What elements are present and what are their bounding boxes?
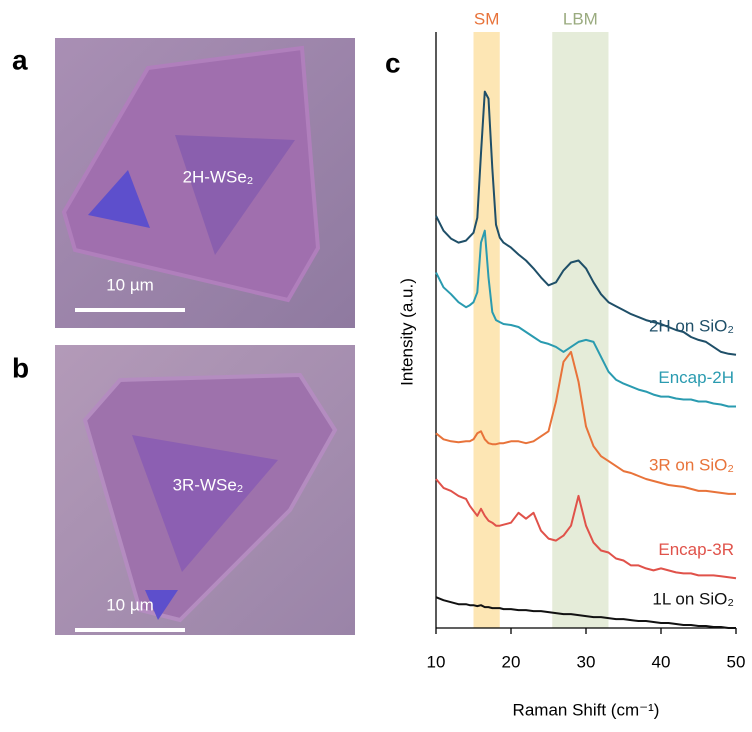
band [473,32,500,628]
band-label: LBM [563,9,598,28]
x-tick-label: 20 [502,652,521,671]
y-axis-label: Intensity (a.u.) [397,278,416,386]
series-line [435,478,737,580]
x-tick-label: 30 [577,652,596,671]
series-line [435,350,736,495]
flake-label: 2H-WSe₂ [183,167,254,186]
flake-layer [145,590,178,620]
series-label: Encap-2H [658,368,734,387]
scale-bar [75,308,185,312]
series-label: 3R on SiO₂ [649,455,734,474]
panel-a: a 2H-WSe₂ 10 µm [12,38,355,328]
x-tick-label: 10 [427,652,446,671]
scale-bar-label: 10 µm [106,275,154,294]
x-tick-label: 50 [727,652,746,671]
band [552,32,609,628]
scale-bar [75,628,185,632]
x-axis-label: Raman Shift (cm⁻¹) [513,700,660,719]
chart: c SM LBM 10 20 30 40 50 Raman Shift (cm⁻¹) Inten… [385,9,745,719]
flake-label: 3R-WSe₂ [173,475,244,494]
panel-b: b 3R-WSe₂ 10 µm [12,345,355,635]
panel-label: c [385,47,401,78]
panel-label: b [12,352,29,383]
series-line [435,229,736,408]
scale-bar-label: 10 µm [106,595,154,614]
flake-layer [132,435,278,572]
x-tick-label: 40 [652,652,671,671]
series-line [435,90,737,356]
series-label: 1L on SiO₂ [652,589,734,608]
series-label: Encap-3R [658,540,734,559]
flake-layer [88,170,150,228]
series-line [435,596,736,629]
series-label: 2H on SiO₂ [649,316,734,335]
flake-layer [175,135,295,255]
panel-label: a [12,44,28,75]
band-label: SM [474,9,500,28]
